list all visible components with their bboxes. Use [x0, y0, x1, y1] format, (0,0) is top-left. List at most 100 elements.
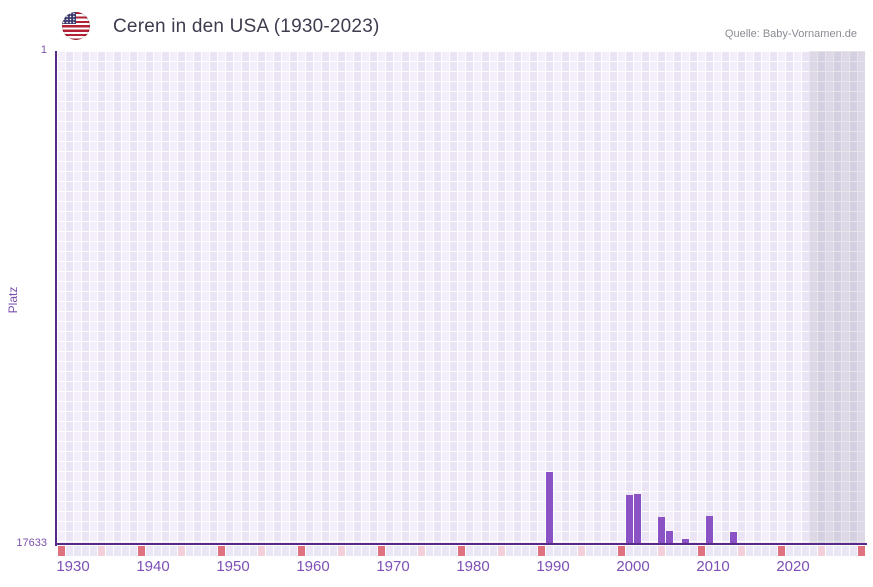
year-tick-2028	[842, 546, 849, 556]
year-tick-1994	[570, 546, 577, 556]
year-tick-2008	[682, 546, 689, 556]
year-tick-1993	[562, 546, 569, 556]
tick-row	[57, 546, 865, 556]
y-axis-max-label: 1	[40, 44, 47, 56]
decade-tick-1960	[298, 546, 305, 556]
year-tick-1955	[258, 546, 265, 556]
rank-bar-1991[interactable]	[545, 472, 553, 543]
year-tick-1992	[554, 546, 561, 556]
year-tick-2019	[770, 546, 777, 556]
chart-title: Ceren in den USA (1930-2023)	[113, 16, 380, 37]
no-data-region	[809, 51, 865, 544]
decade-tick-2000	[618, 546, 625, 556]
year-tick-2029	[850, 546, 857, 556]
rank-bar-2014[interactable]	[729, 532, 737, 543]
year-tick-1969	[370, 546, 377, 556]
year-tick-1988	[522, 546, 529, 556]
x-axis-label-1970: 1970	[376, 558, 410, 575]
year-tick-1932	[74, 546, 81, 556]
year-tick-1949	[210, 546, 217, 556]
rank-bar-2006[interactable]	[665, 531, 673, 543]
year-tick-2015	[738, 546, 745, 556]
year-tick-1976	[426, 546, 433, 556]
x-axis-label-1980: 1980	[456, 558, 490, 575]
year-tick-1977	[434, 546, 441, 556]
year-tick-1951	[226, 546, 233, 556]
year-tick-1953	[242, 546, 249, 556]
year-tick-1948	[202, 546, 209, 556]
year-tick-1984	[490, 546, 497, 556]
year-tick-1986	[506, 546, 513, 556]
decade-tick-1990	[538, 546, 545, 556]
year-tick-1944	[170, 546, 177, 556]
year-tick-1998	[602, 546, 609, 556]
year-tick-1954	[250, 546, 257, 556]
year-tick-2001	[626, 546, 633, 556]
year-tick-1972	[394, 546, 401, 556]
year-tick-1999	[610, 546, 617, 556]
year-tick-2025	[818, 546, 825, 556]
year-tick-2006	[666, 546, 673, 556]
year-tick-1962	[314, 546, 321, 556]
y-axis-title: Platz	[6, 286, 20, 314]
year-tick-1933	[82, 546, 89, 556]
year-tick-1935	[98, 546, 105, 556]
decade-tick-2010	[698, 546, 705, 556]
year-tick-1958	[282, 546, 289, 556]
year-tick-1961	[306, 546, 313, 556]
year-tick-1947	[194, 546, 201, 556]
year-tick-1985	[498, 546, 505, 556]
year-tick-2021	[786, 546, 793, 556]
x-axis-label-1990: 1990	[536, 558, 570, 575]
x-axis-label-2000: 2000	[616, 558, 650, 575]
year-tick-2007	[674, 546, 681, 556]
year-tick-2018	[762, 546, 769, 556]
x-axis-label-2010: 2010	[696, 558, 730, 575]
year-tick-1978	[442, 546, 449, 556]
us-flag-icon	[62, 12, 90, 40]
year-tick-1964	[330, 546, 337, 556]
y-axis-line	[55, 51, 57, 546]
year-tick-2026	[826, 546, 833, 556]
year-tick-1963	[322, 546, 329, 556]
year-tick-1956	[266, 546, 273, 556]
year-tick-1941	[146, 546, 153, 556]
year-tick-1982	[474, 546, 481, 556]
rank-bar-2001[interactable]	[625, 495, 633, 543]
year-tick-1942	[154, 546, 161, 556]
year-tick-1939	[130, 546, 137, 556]
x-axis-label-1930: 1930	[56, 558, 90, 575]
year-tick-2011	[706, 546, 713, 556]
year-tick-1965	[338, 546, 345, 556]
rank-bar-2011[interactable]	[705, 516, 713, 543]
x-axis-label-1940: 1940	[136, 558, 170, 575]
year-tick-1943	[162, 546, 169, 556]
x-axis-label-2020: 2020	[776, 558, 810, 575]
year-tick-2022	[794, 546, 801, 556]
year-tick-1934	[90, 546, 97, 556]
x-axis-line	[55, 542, 867, 545]
year-tick-1968	[362, 546, 369, 556]
year-tick-1983	[482, 546, 489, 556]
decade-tick-1970	[378, 546, 385, 556]
rank-bar-2008[interactable]	[681, 539, 689, 543]
year-tick-1959	[290, 546, 297, 556]
year-tick-1975	[418, 546, 425, 556]
decade-tick-1930	[58, 546, 65, 556]
year-tick-2023	[802, 546, 809, 556]
plot-area	[55, 51, 867, 546]
year-tick-1937	[114, 546, 121, 556]
year-tick-1967	[354, 546, 361, 556]
year-tick-1991	[546, 546, 553, 556]
y-axis-min-label: 17633	[16, 537, 47, 549]
year-tick-1974	[410, 546, 417, 556]
decade-tick-2030	[858, 546, 865, 556]
rank-bar-2005[interactable]	[657, 517, 665, 543]
us-flag-canton	[62, 12, 76, 24]
rank-bar-2002[interactable]	[633, 494, 641, 543]
year-tick-1946	[186, 546, 193, 556]
year-tick-1997	[594, 546, 601, 556]
year-tick-1987	[514, 546, 521, 556]
year-tick-1938	[122, 546, 129, 556]
